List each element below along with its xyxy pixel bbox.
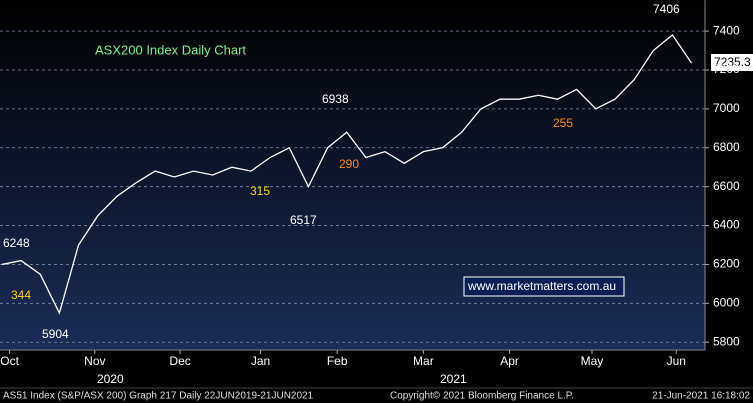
annotation: 315 bbox=[250, 184, 270, 198]
y-tick-label: 6800 bbox=[713, 140, 740, 154]
y-tick-label: 6600 bbox=[713, 179, 740, 193]
y-tick-label: 7200 bbox=[713, 62, 740, 76]
annotation: 290 bbox=[339, 157, 359, 171]
annotation: 344 bbox=[11, 288, 31, 302]
annotation: 6938 bbox=[322, 92, 349, 106]
price-line bbox=[1, 34, 693, 315]
x-tick-label: May bbox=[581, 354, 604, 368]
y-tick-label: 5800 bbox=[713, 334, 740, 348]
annotation: 7406 bbox=[653, 2, 680, 16]
annotation: 255 bbox=[553, 116, 573, 130]
footer: Copyright© 2021 Bloomberg Finance L.P. bbox=[390, 391, 574, 402]
footer: AS51 Index (S&P/ASX 200) Graph 217 Daily… bbox=[3, 391, 314, 402]
annotation: 5904 bbox=[42, 327, 69, 341]
year-label: 2021 bbox=[440, 372, 467, 386]
url-box bbox=[463, 276, 625, 297]
y-tick-label: 7000 bbox=[713, 101, 740, 115]
x-tick-label: Feb bbox=[327, 354, 348, 368]
footer: 21-Jun-2021 16:18:02 bbox=[652, 391, 750, 402]
x-tick-label: Apr bbox=[500, 354, 519, 368]
last-price-label: 7235.3 bbox=[714, 55, 751, 69]
x-tick-label: Oct bbox=[0, 354, 19, 368]
y-tick-label: 6400 bbox=[713, 218, 740, 232]
annotation: 6248 bbox=[3, 236, 30, 250]
year-label: 2020 bbox=[97, 372, 124, 386]
x-tick-label: Jan bbox=[251, 354, 270, 368]
last-price-box bbox=[711, 54, 753, 71]
y-tick-label: 7400 bbox=[713, 23, 740, 37]
annotation: www.marketmatters.com.au bbox=[467, 279, 616, 293]
x-tick-label: Nov bbox=[84, 354, 105, 368]
annotation: 6517 bbox=[290, 213, 317, 227]
y-tick-label: 6200 bbox=[713, 257, 740, 271]
y-tick-label: 6000 bbox=[713, 296, 740, 310]
chart-title: ASX200 Index Daily Chart bbox=[95, 42, 246, 57]
x-tick-label: Mar bbox=[413, 354, 434, 368]
x-tick-label: Jun bbox=[667, 354, 686, 368]
x-tick-label: Dec bbox=[169, 354, 190, 368]
